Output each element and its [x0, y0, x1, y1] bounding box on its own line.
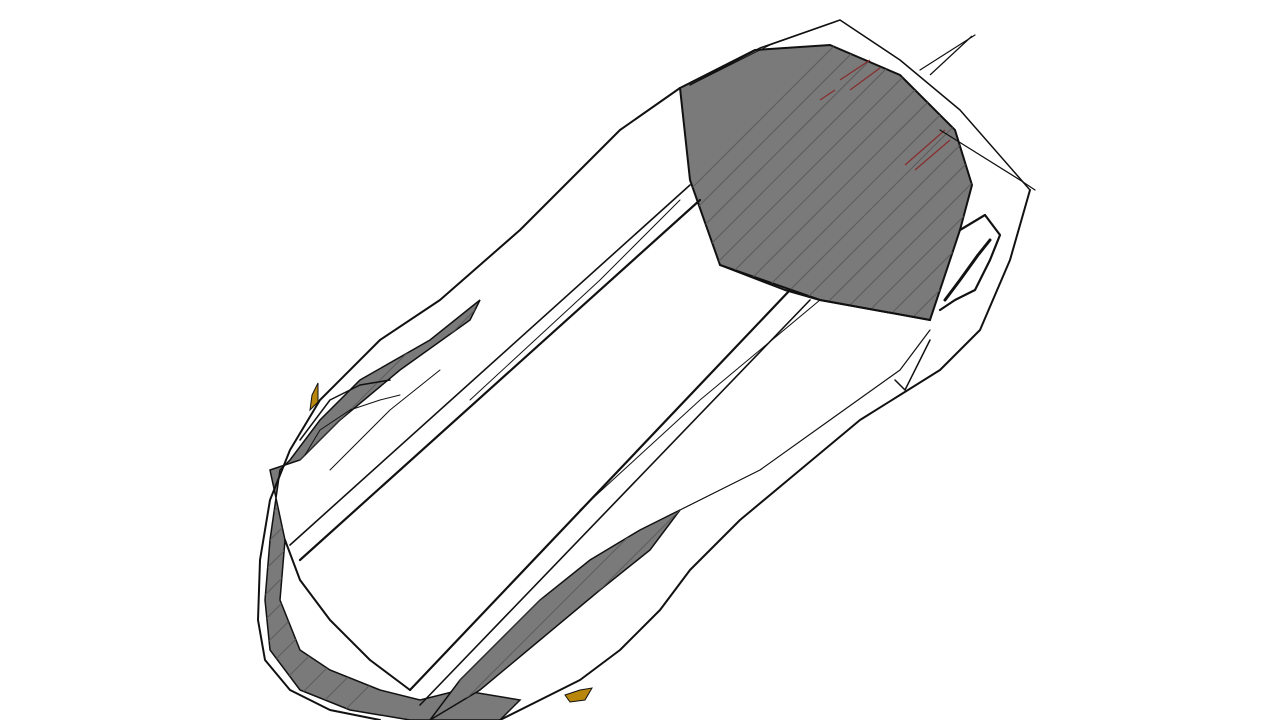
- right-mirror: [564, 687, 593, 703]
- body-outline: [257, 19, 1036, 720]
- rear-window: [678, 43, 974, 322]
- front-right-panel: [429, 509, 681, 720]
- antenna: [929, 35, 973, 76]
- left-mirror: [309, 382, 319, 412]
